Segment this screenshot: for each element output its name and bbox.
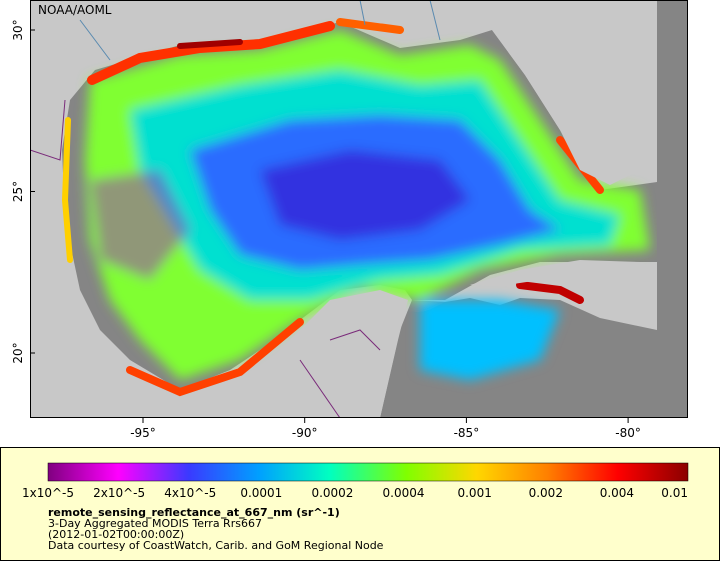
colorbar-label: 2x10^-5: [93, 486, 145, 500]
florida: [492, 30, 640, 185]
credit: Data courtesy of CoastWatch, Carib. and …: [48, 539, 384, 552]
colorbar-label: 0.0004: [383, 486, 425, 500]
lat-label: 30°: [11, 19, 25, 40]
reflectance-field: [85, 30, 650, 380]
colorbar-label: 0.002: [529, 486, 563, 500]
lon-label: -80°: [615, 426, 641, 440]
map-frame: [30, 0, 688, 418]
colorbar-label: 4x10^-5: [164, 486, 216, 500]
map-title: NOAA/AOML: [38, 3, 112, 17]
variable-name: remote_sensing_reflectance_at_667_nm (sr…: [48, 506, 340, 519]
lat-label: 20°: [11, 342, 25, 363]
colorbar-label: 0.001: [457, 486, 491, 500]
colorbar-label: 1x10^-5: [22, 486, 74, 500]
lon-label: -95°: [130, 426, 156, 440]
cuba: [470, 260, 657, 300]
coastal-high: [61, 18, 604, 397]
colorbar-labels: 1x10^-5 2x10^-5 4x10^-5 0.0001 0.0002 0.0004 0…: [22, 486, 688, 500]
colorbar-label: 0.01: [661, 486, 688, 500]
lon-label: -85°: [454, 426, 480, 440]
colorbar: [47, 462, 689, 482]
colorbar-label: 0.004: [600, 486, 634, 500]
axes: 30° 25° 20° -95° -90° -85° -80°: [11, 19, 641, 440]
nodata-strip: [657, 0, 688, 418]
time: (2012-01-02T00:00:00Z): [48, 528, 184, 541]
lon-label: -90°: [292, 426, 318, 440]
colorbar-label: 0.0002: [311, 486, 353, 500]
source: 3-Day Aggregated MODIS Terra Rrs667: [48, 517, 262, 530]
yucatan: [260, 290, 408, 418]
colorbar-label: 0.0001: [240, 486, 282, 500]
map: [30, 0, 688, 418]
lat-label: 25°: [11, 181, 25, 202]
rivers: [79, 0, 441, 61]
borders: [30, 99, 381, 418]
